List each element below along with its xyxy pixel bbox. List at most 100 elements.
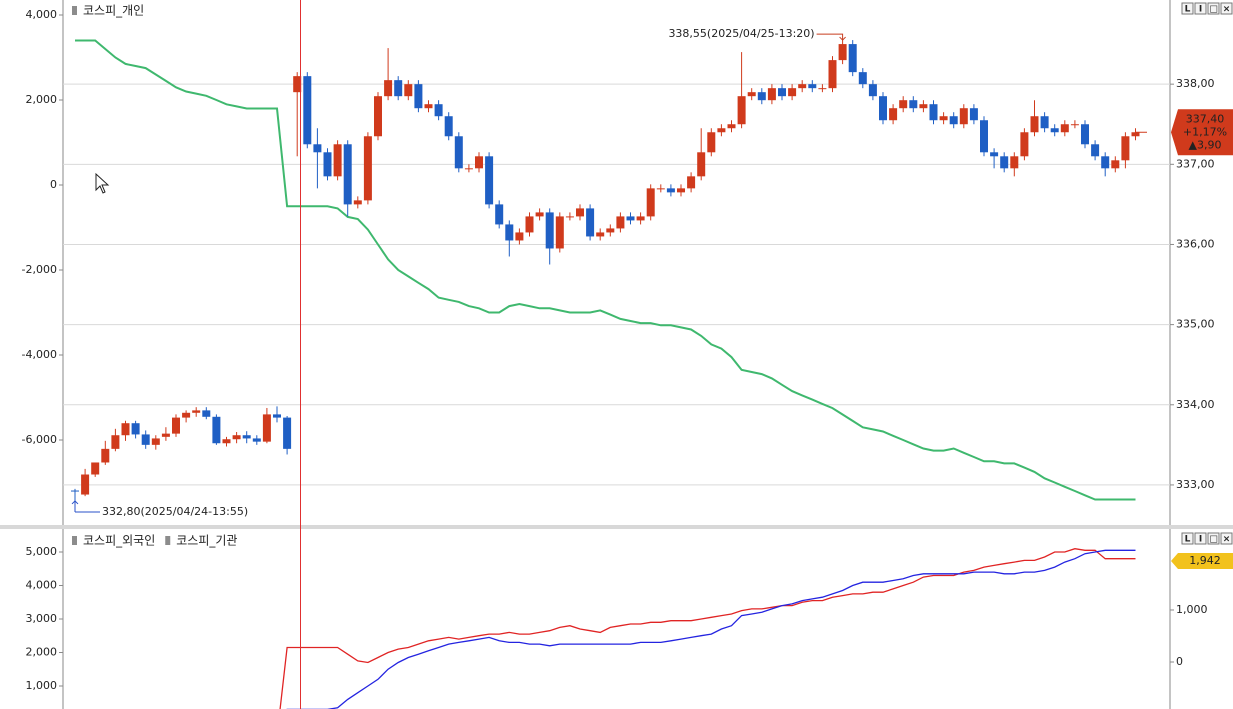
candle-body <box>737 96 746 125</box>
candle-body <box>919 104 928 109</box>
candle-body <box>1121 136 1130 161</box>
candle-body <box>697 152 706 177</box>
y-tick-label: 1,000 <box>26 679 58 692</box>
candle-body <box>283 417 292 449</box>
candle-body <box>798 84 807 89</box>
legend-swatch <box>72 6 77 15</box>
candle-body <box>949 116 958 125</box>
series-line <box>279 548 1136 709</box>
y2-tick-label: 0 <box>1176 655 1183 668</box>
candle-body <box>980 120 988 153</box>
candle-body <box>212 416 221 444</box>
y-tick-label: 4,000 <box>26 579 58 592</box>
candle-body <box>505 224 514 241</box>
legend-label: 코스피_기관 <box>176 534 237 548</box>
candle-body <box>666 188 675 193</box>
candle-body <box>333 144 342 177</box>
candle-body <box>778 88 786 97</box>
price-tag-text: ▲3,90 <box>1189 138 1222 151</box>
candle-body <box>687 176 696 189</box>
plot-area <box>279 548 1136 709</box>
candle-body <box>868 84 877 97</box>
candle-body <box>525 216 534 233</box>
legend-swatch <box>72 536 77 545</box>
candle-body <box>636 216 645 221</box>
y-tick-label: 3,000 <box>26 612 58 625</box>
y2-tick-label: 336,00 <box>1176 237 1215 250</box>
panel-button-label: □ <box>1209 535 1218 545</box>
candle-body <box>444 116 453 137</box>
candle-body <box>1040 116 1049 129</box>
panel-button <box>1181 532 1194 545</box>
candle-body <box>454 136 463 169</box>
candle-body <box>232 435 241 440</box>
y-tick-label: -2,000 <box>22 263 57 276</box>
candle-body <box>1030 116 1039 133</box>
candle-body <box>121 423 130 436</box>
series-line <box>75 39 1136 501</box>
candle-body <box>656 188 665 190</box>
panel-button-label: × <box>1223 535 1231 545</box>
candle-body <box>990 152 999 157</box>
y-tick-label: 2,000 <box>26 93 58 106</box>
candle-body <box>707 132 716 153</box>
candle-body <box>151 438 160 445</box>
panel-button-label: L <box>1185 535 1191 545</box>
price-tag <box>1171 109 1233 156</box>
candle-body <box>394 80 403 97</box>
candle-body <box>1010 156 1019 169</box>
candle-body <box>929 104 938 121</box>
annotation-arrow <box>71 500 100 513</box>
panel-button-label: I <box>1199 5 1202 15</box>
candle-body <box>576 208 584 217</box>
candle-body <box>424 104 433 109</box>
candle-body <box>131 423 140 435</box>
candle-body <box>182 412 191 418</box>
panel-button-label: □ <box>1209 5 1218 15</box>
y-tick-label: 2,000 <box>26 645 58 658</box>
candle-body <box>1131 132 1140 137</box>
y2-tick-label: 333,00 <box>1176 478 1215 491</box>
price-tag-text: +1,17% <box>1183 125 1227 138</box>
candle-body <box>1111 160 1120 169</box>
candle-body <box>161 433 170 437</box>
y2-tick-label: 337,00 <box>1176 157 1215 170</box>
y-tick-label: 0 <box>50 178 57 191</box>
candle-body <box>172 417 180 434</box>
candle-body <box>909 100 918 109</box>
candle-body <box>545 212 554 249</box>
annotation-label: 332,80(2025/04/24-13:55) <box>102 505 248 518</box>
y2-tick-label: 335,00 <box>1176 318 1215 331</box>
candle-body <box>475 156 483 169</box>
candle-body <box>717 128 726 133</box>
annotation-arrow <box>816 33 846 41</box>
candle-body <box>343 144 352 205</box>
panel-button <box>1220 532 1233 545</box>
candle-body <box>464 168 473 170</box>
candle-body <box>606 228 615 233</box>
candle-body <box>293 76 302 93</box>
panel-button-label: I <box>1199 535 1202 545</box>
candle-body <box>353 200 362 205</box>
candle-body <box>899 100 908 109</box>
candle-body <box>273 414 281 418</box>
candle-body <box>363 136 372 201</box>
candle-body <box>222 439 231 444</box>
legend-label: 코스피_개인 <box>83 4 144 18</box>
candle-body <box>828 60 837 89</box>
candle-body <box>1020 132 1029 157</box>
panel-button-label: L <box>1185 5 1191 15</box>
candle-body <box>838 44 847 61</box>
panel-button <box>1220 2 1233 15</box>
candle-body <box>71 490 79 492</box>
candle-body <box>848 44 857 73</box>
series-line <box>286 549 1136 709</box>
candle-body <box>1060 124 1069 133</box>
panel-button <box>1181 2 1194 15</box>
candle-body <box>111 435 120 449</box>
candle-body <box>91 462 100 475</box>
panel-button <box>1194 2 1207 15</box>
panel-button <box>1207 532 1220 545</box>
candle-body <box>858 72 867 85</box>
